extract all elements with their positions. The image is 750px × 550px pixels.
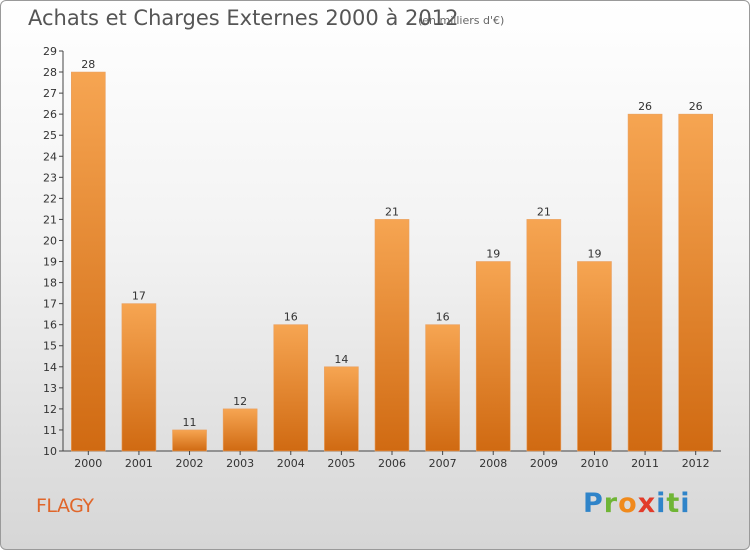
x-tick-label: 2005	[327, 457, 355, 470]
chart-subtitle: (en milliers d'€)	[418, 14, 505, 27]
y-tick-label: 29	[43, 45, 57, 58]
bar	[172, 429, 207, 452]
y-tick-label: 19	[43, 256, 57, 269]
bar	[627, 113, 663, 452]
x-tick-label: 2001	[125, 457, 153, 470]
y-tick-label: 21	[43, 213, 57, 226]
y-tick-label: 13	[43, 382, 57, 395]
x-tick-label: 2009	[530, 457, 558, 470]
x-tick-label: 2008	[479, 457, 507, 470]
bar-value-label: 11	[183, 416, 197, 429]
bar	[425, 324, 460, 452]
x-tick-label: 2012	[682, 457, 710, 470]
bar-value-label: 21	[537, 205, 551, 218]
bar-value-label: 14	[334, 353, 348, 366]
y-tick-label: 17	[43, 298, 57, 311]
bar	[324, 366, 359, 452]
x-tick-label: 2004	[277, 457, 305, 470]
bar	[374, 219, 410, 452]
bar-value-label: 19	[587, 248, 601, 261]
x-tick-label: 2010	[580, 457, 608, 470]
bar-value-label: 16	[436, 311, 450, 324]
y-tick-label: 27	[43, 87, 57, 100]
bar	[678, 113, 713, 452]
bar-value-label: 12	[233, 395, 247, 408]
y-tick-label: 26	[43, 108, 57, 121]
bar	[526, 219, 562, 452]
bar	[222, 408, 258, 452]
x-tick-label: 2007	[429, 457, 457, 470]
proxiti-logo[interactable]: Proxiti	[583, 488, 691, 519]
y-tick-label: 28	[43, 66, 57, 79]
y-tick-label: 25	[43, 129, 57, 142]
place-name: FLAGY	[36, 495, 94, 517]
bar	[273, 324, 309, 452]
bar	[577, 261, 612, 452]
y-tick-label: 15	[43, 340, 57, 353]
y-tick-label: 11	[43, 424, 57, 437]
x-tick-label: 2011	[631, 457, 659, 470]
bar	[475, 261, 511, 452]
chart-title: Achats et Charges Externes 2000 à 2012	[28, 6, 459, 30]
y-tick-label: 23	[43, 171, 57, 184]
bar-value-label: 26	[689, 100, 703, 113]
y-tick-label: 22	[43, 192, 57, 205]
y-tick-label: 16	[43, 319, 57, 332]
y-tick-label: 20	[43, 234, 57, 247]
bar-value-label: 17	[132, 290, 146, 303]
bar-value-label: 21	[385, 205, 399, 218]
x-tick-label: 2002	[176, 457, 204, 470]
bar-value-label: 28	[81, 58, 95, 71]
x-tick-label: 2003	[226, 457, 254, 470]
bar	[121, 303, 157, 452]
bar-value-label: 19	[486, 248, 500, 261]
y-tick-label: 10	[43, 445, 57, 458]
bar-value-label: 16	[284, 311, 298, 324]
x-tick-label: 2000	[74, 457, 102, 470]
y-tick-label: 12	[43, 403, 57, 416]
bar-value-label: 26	[638, 100, 652, 113]
y-tick-label: 14	[43, 361, 57, 374]
y-tick-label: 18	[43, 277, 57, 290]
y-tick-label: 24	[43, 150, 57, 163]
x-tick-label: 2006	[378, 457, 406, 470]
bar	[71, 71, 106, 452]
